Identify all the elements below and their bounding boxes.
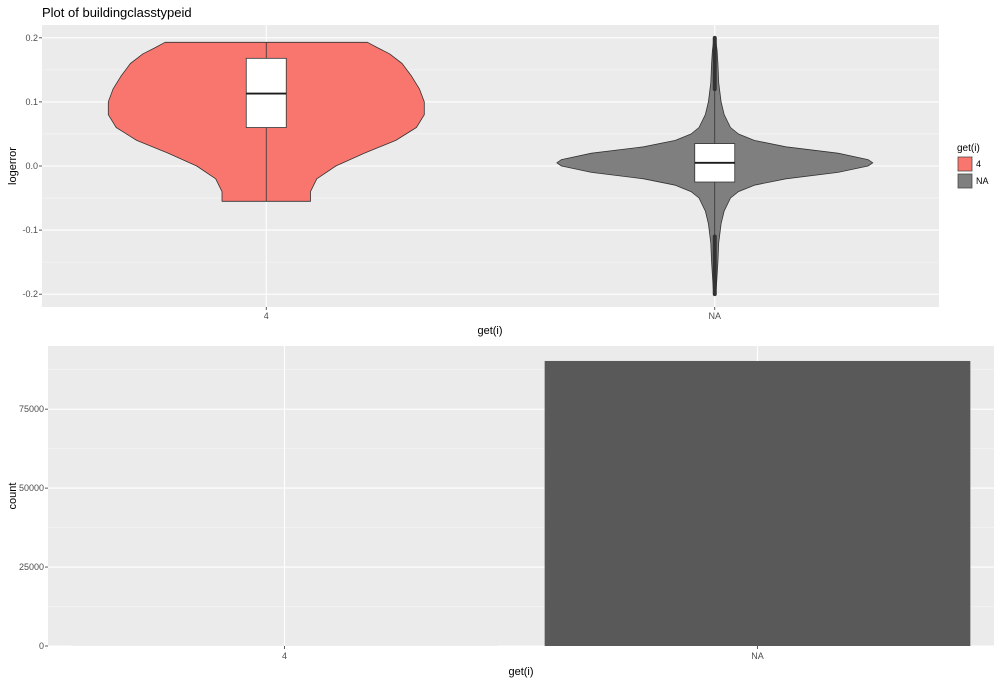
legend: get(i) 4 NA <box>957 143 989 189</box>
violin-y-tick-label: 0.1 <box>25 97 38 107</box>
bar-panel: 0 25000 50000 75000 4 NA get(i) count <box>7 346 994 678</box>
violin-x-tick-label: 4 <box>264 311 269 321</box>
bar-y-tick-label: 50000 <box>19 483 44 493</box>
bar-y-axis-title: count <box>7 483 19 510</box>
legend-key <box>957 156 973 172</box>
bar-marks <box>71 360 971 646</box>
violin-x-axis-title: get(i) <box>477 325 502 337</box>
violin-y-tick-label: 0.0 <box>25 161 38 171</box>
bar-x-tick-label: 4 <box>282 651 287 661</box>
legend-title: get(i) <box>957 143 980 154</box>
bar-x-ticks: 4 NA <box>282 646 764 661</box>
violin-marks <box>107 35 874 297</box>
bar-y-tick-label: 75000 <box>19 404 44 414</box>
violin-y-axis-title: logerror <box>7 147 19 185</box>
bar-x-axis-title: get(i) <box>508 666 533 678</box>
legend-entries: 4 NA <box>957 156 989 189</box>
violin-y-ticks: -0.2 -0.1 0.0 0.1 0.2 <box>22 33 42 299</box>
bar <box>544 360 971 646</box>
legend-key <box>957 173 973 189</box>
violin-x-ticks: 4 NA <box>264 307 721 321</box>
plot-title: Plot of buildingclasstypeid <box>42 5 192 20</box>
bar-y-ticks: 0 25000 50000 75000 <box>19 404 48 651</box>
bar-y-tick-label: 0 <box>39 641 44 651</box>
violin-y-tick-label: -0.2 <box>22 289 38 299</box>
violin-x-tick-label: NA <box>708 311 721 321</box>
violin-panel: -0.2 -0.1 0.0 0.1 0.2 4 NA get(i) logerror <box>7 25 939 337</box>
violin-y-tick-label: -0.1 <box>22 225 38 235</box>
legend-label: 4 <box>976 159 981 169</box>
legend-label: NA <box>976 176 989 186</box>
bar-x-tick-label: NA <box>751 651 764 661</box>
bar-y-tick-label: 25000 <box>19 562 44 572</box>
violin-y-tick-label: 0.2 <box>25 33 38 43</box>
